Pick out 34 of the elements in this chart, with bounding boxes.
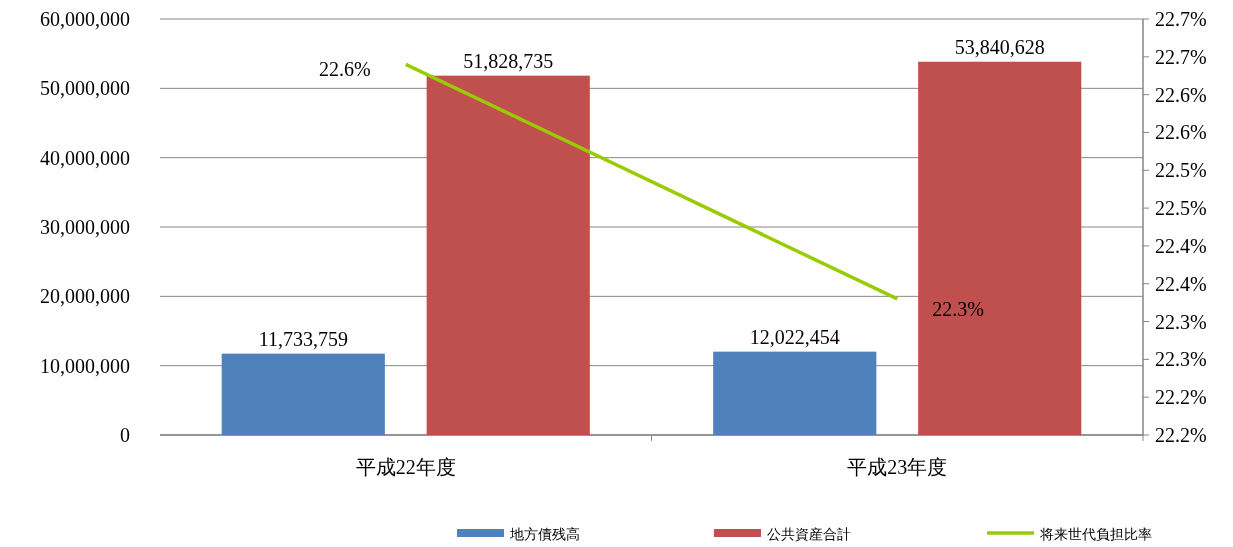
data-label: 22.6%	[319, 58, 371, 81]
bar	[426, 75, 590, 435]
bar	[221, 353, 385, 435]
y2-tick-label: 22.3%	[1155, 310, 1207, 333]
data-label: 22.3%	[932, 297, 984, 320]
data-label: 53,840,628	[954, 35, 1045, 58]
data-label: 11,733,759	[258, 327, 348, 350]
y2-tick-label: 22.4%	[1155, 272, 1207, 295]
y-tick-label: 30,000,000	[40, 216, 130, 238]
y2-tick-label: 22.5%	[1155, 197, 1207, 220]
legend-label: 公共資産合計	[767, 526, 851, 542]
y2-tick-label: 22.7%	[1155, 8, 1207, 30]
data-label: 51,828,735	[463, 49, 554, 72]
legend-label: 地方債残高	[509, 526, 580, 542]
y-tick-label: 50,000,000	[40, 77, 130, 100]
y2-tick-label: 22.5%	[1155, 159, 1207, 182]
y2-tick-label: 22.2%	[1155, 424, 1207, 446]
y-tick-label: 40,000,000	[40, 146, 130, 169]
y2-tick-label: 22.6%	[1155, 83, 1207, 106]
y2-tick-label: 22.6%	[1155, 121, 1207, 144]
y2-tick-label: 22.3%	[1155, 348, 1207, 371]
legend-label: 将来世代負担比率	[1039, 526, 1152, 542]
y-tick-label: 0	[120, 424, 130, 446]
x-tick-label: 平成22年度	[355, 456, 456, 478]
bar	[713, 351, 877, 435]
y2-tick-label: 22.7%	[1155, 45, 1207, 68]
y2-tick-label: 22.2%	[1155, 386, 1207, 409]
y2-tick-label: 22.4%	[1155, 234, 1207, 257]
bar	[918, 61, 1082, 435]
x-tick-label: 平成23年度	[847, 456, 948, 478]
data-label: 12,022,454	[749, 325, 840, 348]
y-tick-label: 60,000,000	[40, 8, 130, 30]
y-tick-label: 20,000,000	[40, 285, 130, 308]
y-tick-label: 10,000,000	[40, 354, 130, 377]
